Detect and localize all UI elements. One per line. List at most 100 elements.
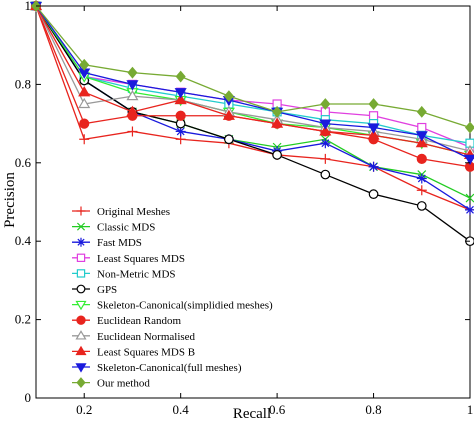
data-point <box>417 122 427 133</box>
legend-label: GPS <box>97 284 117 296</box>
data-point <box>78 86 91 97</box>
data-point <box>127 126 138 137</box>
data-point <box>175 126 186 137</box>
data-point <box>415 131 428 142</box>
data-point <box>174 88 187 99</box>
legend-marker <box>75 345 87 356</box>
data-point <box>175 70 186 83</box>
legend-item: Least Squares MDS B <box>72 345 195 358</box>
x-tick-label: 0.8 <box>365 402 381 417</box>
data-point <box>368 111 379 121</box>
data-point <box>126 105 139 116</box>
series-line <box>35 5 471 156</box>
legend-item: Classic MDS <box>72 222 155 234</box>
series-line <box>35 5 471 144</box>
x-tick-label: 0.6 <box>269 402 286 417</box>
legend-marker <box>76 206 86 216</box>
data-point <box>320 153 331 164</box>
series-line <box>35 5 471 160</box>
data-point <box>465 204 474 215</box>
data-point <box>224 134 234 145</box>
data-point <box>174 93 187 105</box>
legend-marker <box>76 253 86 262</box>
data-point <box>175 110 186 121</box>
data-point <box>79 134 90 145</box>
plot-area <box>35 5 471 399</box>
legend-label: Fast MDS <box>97 237 142 249</box>
y-tick-label: 1 <box>25 0 32 13</box>
series-line <box>35 5 471 211</box>
legend-marker <box>76 315 86 325</box>
series-9 <box>29 0 474 160</box>
x-tick-label: 1 <box>467 402 474 417</box>
legend-item: Original Meshes <box>72 206 170 218</box>
legend-label: Original Meshes <box>97 206 170 218</box>
y-tick-label: 0.2 <box>15 312 31 327</box>
series-line <box>35 5 471 129</box>
data-point <box>416 173 427 184</box>
legend-marker <box>76 222 86 231</box>
legend-item: Our method <box>72 377 150 390</box>
legend-marker <box>76 269 86 278</box>
data-point <box>463 154 474 166</box>
data-point <box>271 117 284 128</box>
series-11 <box>30 0 474 134</box>
data-point <box>319 125 332 136</box>
data-point <box>415 137 428 148</box>
y-tick-label: 0.4 <box>15 233 32 248</box>
series-line <box>35 5 471 242</box>
legend-item: Euclidean Normalised <box>72 330 196 343</box>
series-line <box>35 5 471 148</box>
data-point <box>79 118 90 129</box>
data-point <box>319 119 332 130</box>
data-point <box>127 66 138 79</box>
data-point <box>465 193 474 203</box>
legend-item: Non-Metric MDS <box>72 268 176 280</box>
legend-item: Euclidean Random <box>72 315 181 327</box>
y-tick-label: 0.6 <box>15 155 32 170</box>
legend-marker <box>76 237 86 247</box>
legend-item: Skeleton-Canonical(full meshes) <box>72 362 242 374</box>
legend-marker <box>75 330 87 340</box>
data-point <box>272 105 283 118</box>
data-point <box>367 129 380 140</box>
data-point <box>416 153 427 164</box>
legend-marker <box>75 363 87 373</box>
data-point <box>368 98 379 110</box>
legend: Original Meshes Classic MDS Fast MDS Least … <box>72 206 273 390</box>
series-layer <box>29 0 474 247</box>
data-point <box>223 90 234 103</box>
legend-label: Skeleton-Canonical(simplidied meshes) <box>97 300 273 312</box>
plot-frame <box>35 5 471 399</box>
series-line <box>35 5 471 152</box>
data-point <box>79 58 90 71</box>
data-point <box>416 201 427 211</box>
legend-label: Classic MDS <box>97 222 155 234</box>
data-point <box>126 80 139 91</box>
data-point <box>416 185 427 196</box>
data-point <box>464 121 474 134</box>
x-axis-title: Recall <box>233 406 271 422</box>
x-tick-label: 0.4 <box>173 402 190 417</box>
legend-marker <box>76 284 86 294</box>
data-point <box>126 89 139 101</box>
ticks-layer: 0.2 0.4 0.6 0.8 1 0 0.2 0.4 0.6 0.8 1 <box>15 0 474 417</box>
data-point <box>222 109 235 120</box>
y-tick-label: 0 <box>25 390 32 405</box>
legend-marker <box>76 377 86 389</box>
x-tick-label: 0.2 <box>76 402 92 417</box>
data-point <box>272 150 282 160</box>
data-point <box>78 97 91 109</box>
y-tick-label: 0.8 <box>15 76 31 91</box>
legend-marker <box>75 300 87 311</box>
legend-label: Non-Metric MDS <box>97 268 176 280</box>
legend-label: Euclidean Normalised <box>97 331 196 343</box>
data-point <box>320 98 331 110</box>
legend-item: Least Squares MDS <box>72 253 185 265</box>
legend-label: Least Squares MDS <box>97 253 185 265</box>
legend-label: Our method <box>97 378 150 390</box>
data-point <box>367 123 380 134</box>
legend-label: Least Squares MDS B <box>97 346 195 358</box>
data-point <box>368 189 379 200</box>
